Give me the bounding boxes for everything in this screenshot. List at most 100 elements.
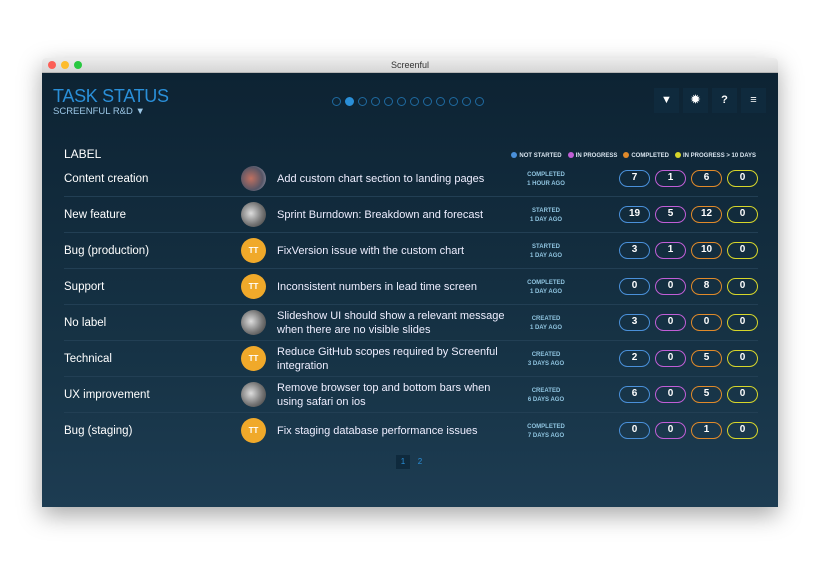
project-selector[interactable]: SCREENFUL R&D ▼	[53, 106, 145, 117]
task-status: CREATED 1 DAY AGO	[511, 315, 581, 333]
task-title[interactable]: Reduce GitHub scopes required by Screenf…	[277, 341, 507, 377]
count-in-progress-10-days[interactable]: 0	[727, 242, 758, 259]
count-in-progress-10-days[interactable]: 0	[727, 278, 758, 295]
task-title[interactable]: Slideshow UI should show a relevant mess…	[277, 305, 507, 341]
legend-item: IN PROGRESS	[567, 152, 617, 159]
legend-dot	[511, 152, 518, 158]
task-status: STARTED 1 DAY AGO	[511, 243, 581, 261]
avatar	[241, 202, 266, 227]
count-in-progress-10-days[interactable]: 0	[727, 386, 758, 403]
slide-dot[interactable]	[384, 97, 393, 106]
slide-dot[interactable]	[449, 97, 458, 106]
row-label: Technical	[64, 353, 112, 365]
count-in-progress-10-days[interactable]: 0	[727, 314, 758, 331]
task-title[interactable]: Inconsistent numbers in lead time screen	[277, 269, 507, 305]
legend-dot	[675, 152, 682, 158]
table-row[interactable]: Bug (production) TT FixVersion issue with …	[64, 233, 758, 269]
count-in-progress[interactable]: 1	[655, 170, 686, 187]
project-name: SCREENFUL R&D	[53, 106, 133, 117]
task-table: Content creation Add custom chart section…	[64, 161, 758, 449]
count-in-progress[interactable]: 0	[655, 314, 686, 331]
table-row[interactable]: Support TT Inconsistent numbers in lead ti…	[64, 269, 758, 305]
avatar	[241, 166, 266, 191]
count-in-progress[interactable]: 0	[655, 350, 686, 367]
table-row[interactable]: New feature Sprint Burndown: Breakdown an…	[64, 197, 758, 233]
count-completed[interactable]: 6	[691, 170, 722, 187]
gear-button[interactable]: ✹	[683, 88, 708, 113]
count-in-progress-10-days[interactable]: 0	[727, 422, 758, 439]
slide-dot[interactable]	[345, 97, 354, 106]
count-in-progress-10-days[interactable]: 0	[727, 206, 758, 223]
count-not-started[interactable]: 3	[619, 242, 650, 259]
slide-dot[interactable]	[410, 97, 419, 106]
task-title[interactable]: Add custom chart section to landing page…	[277, 161, 507, 197]
task-status: COMPLETED 1 HOUR AGO	[511, 171, 581, 189]
row-label: Bug (staging)	[64, 425, 133, 437]
table-row[interactable]: UX improvement Remove browser top and bot…	[64, 377, 758, 413]
count-in-progress[interactable]: 1	[655, 242, 686, 259]
legend-item: IN PROGRESS > 10 DAYS	[675, 152, 756, 159]
task-text: Add custom chart section to landing page…	[277, 173, 485, 185]
status-text: STARTED	[532, 244, 560, 250]
task-text: Slideshow UI should show a relevant mess…	[277, 310, 505, 336]
count-completed[interactable]: 0	[691, 314, 722, 331]
count-not-started[interactable]: 6	[619, 386, 650, 403]
page-title: TASK STATUS	[53, 86, 169, 106]
close-button[interactable]	[48, 61, 56, 69]
task-title[interactable]: Sprint Burndown: Breakdown and forecast	[277, 197, 507, 233]
slide-dot[interactable]	[371, 97, 380, 106]
avatar	[241, 382, 266, 407]
count-not-started[interactable]: 2	[619, 350, 650, 367]
count-in-progress[interactable]: 5	[655, 206, 686, 223]
count-not-started[interactable]: 0	[619, 422, 650, 439]
count-in-progress-10-days[interactable]: 0	[727, 350, 758, 367]
row-label: New feature	[64, 209, 127, 221]
filter-icon: ▼	[661, 94, 672, 106]
task-status: CREATED 6 DAYS AGO	[511, 387, 581, 405]
task-status: COMPLETED 1 DAY AGO	[511, 279, 581, 297]
count-not-started[interactable]: 7	[619, 170, 650, 187]
slide-dot[interactable]	[423, 97, 432, 106]
task-title[interactable]: Remove browser top and bottom bars when …	[277, 377, 507, 413]
slide-dot[interactable]	[332, 97, 341, 106]
status-text: COMPLETED	[527, 280, 565, 286]
task-text: Reduce GitHub scopes required by Screenf…	[277, 346, 498, 372]
table-row[interactable]: Technical TT Reduce GitHub scopes required…	[64, 341, 758, 377]
count-not-started[interactable]: 0	[619, 278, 650, 295]
count-completed[interactable]: 12	[691, 206, 722, 223]
row-label: Support	[64, 281, 105, 293]
slide-dot[interactable]	[358, 97, 367, 106]
count-completed[interactable]: 5	[691, 386, 722, 403]
count-completed[interactable]: 10	[691, 242, 722, 259]
slide-dot[interactable]	[475, 97, 484, 106]
page-1-button[interactable]: 1	[396, 455, 410, 469]
count-in-progress[interactable]: 0	[655, 422, 686, 439]
task-title[interactable]: Fix staging database performance issues	[277, 413, 507, 449]
menu-icon: ≡	[750, 94, 757, 106]
status-time: 1 DAY AGO	[529, 289, 563, 295]
task-text: Sprint Burndown: Breakdown and forecast	[277, 209, 484, 221]
slide-dot[interactable]	[397, 97, 406, 106]
slide-dot[interactable]	[436, 97, 445, 106]
count-completed[interactable]: 1	[691, 422, 722, 439]
maximize-button[interactable]	[74, 61, 82, 69]
table-row[interactable]: No label Slideshow UI should show a relev…	[64, 305, 758, 341]
count-completed[interactable]: 8	[691, 278, 722, 295]
filter-button[interactable]: ▼	[654, 88, 679, 113]
table-row[interactable]: Bug (staging) TT Fix staging database perf…	[64, 413, 758, 449]
minimize-button[interactable]	[61, 61, 69, 69]
menu-button[interactable]: ≡	[741, 88, 766, 113]
count-completed[interactable]: 5	[691, 350, 722, 367]
count-in-progress-10-days[interactable]: 0	[727, 170, 758, 187]
help-button[interactable]: ?	[712, 88, 737, 113]
page-2-button[interactable]: 2	[417, 457, 423, 466]
count-not-started[interactable]: 3	[619, 314, 650, 331]
table-row[interactable]: Content creation Add custom chart section…	[64, 161, 758, 197]
count-in-progress[interactable]: 0	[655, 386, 686, 403]
count-in-progress[interactable]: 0	[655, 278, 686, 295]
slide-dot[interactable]	[462, 97, 471, 106]
legend-item: COMPLETED	[623, 152, 669, 159]
count-not-started[interactable]: 19	[619, 206, 650, 223]
task-title[interactable]: FixVersion issue with the custom chart	[277, 233, 507, 269]
